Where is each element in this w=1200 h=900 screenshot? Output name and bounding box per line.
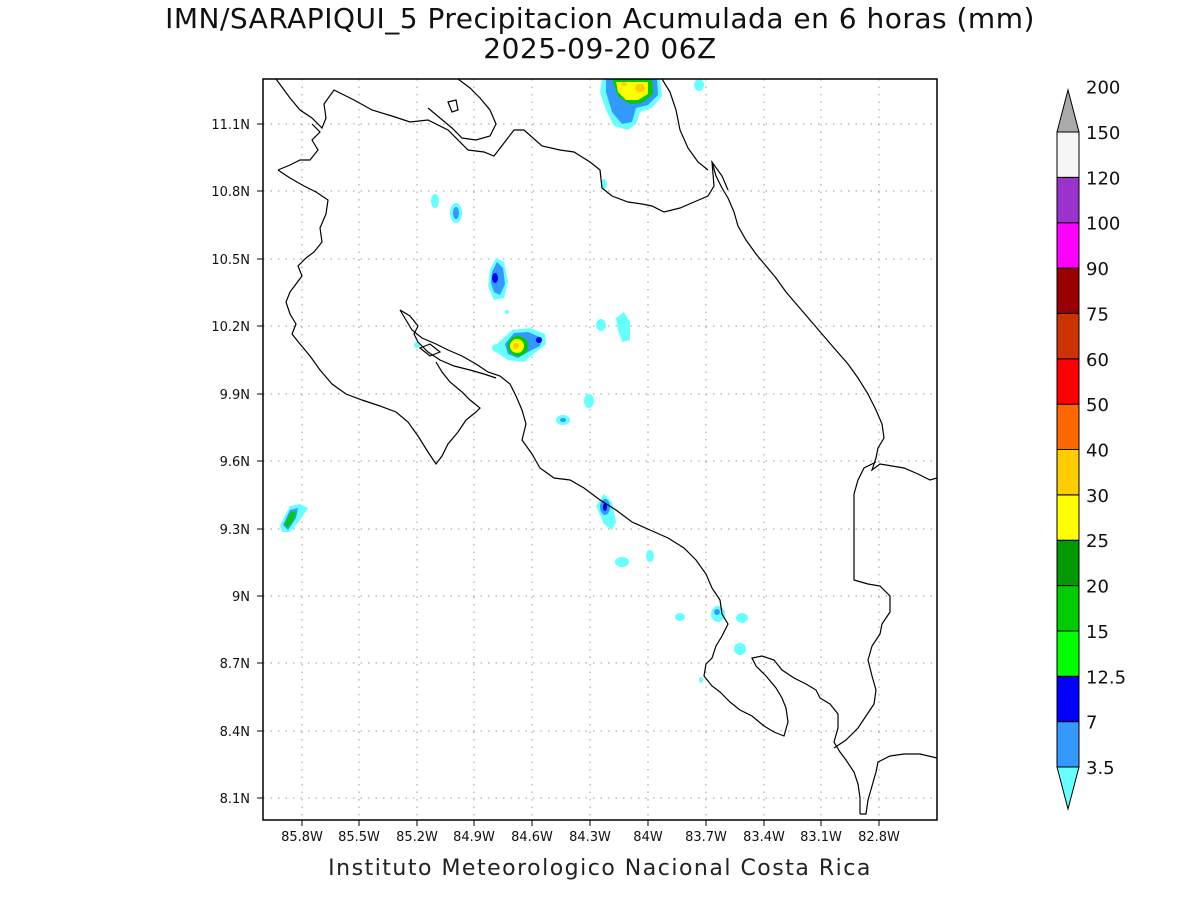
latitude-labels: 11.1N 10.8N 10.5N 10.2N 9.9N 9.6N 9.3N 9… [211,118,250,807]
map-frame [262,78,938,821]
colorbar-legend: 3.5 7 12.5 15 20 25 30 40 50 60 75 90 100 120 150 200 [1056,78,1126,811]
colorbar-swatch [1056,585,1080,632]
lat-tick-label: 9.6N [220,455,250,470]
lon-tick-label: 84.6W [511,830,553,845]
colorbar-swatch [1056,630,1080,677]
precipitation-cells [280,79,748,683]
colorbar-label: 50 [1086,395,1109,416]
footer-credit: Instituto Meteorologico Nacional Costa R… [328,856,872,881]
colorbar-swatch [1056,358,1080,405]
colorbar-label: 25 [1086,531,1109,552]
colorbar-label: 60 [1086,350,1109,371]
lon-tick-label: 82.8W [858,830,900,845]
longitude-labels: 85.8W 85.5W 85.2W 84.9W 84.6W 84.3W 84W … [281,830,900,845]
colorbar-swatch [1056,222,1080,269]
lat-tick-label: 9.9N [220,388,250,403]
lat-tick-label: 11.1N [211,118,250,133]
colorbar-swatch [1056,675,1080,723]
colorbar-swatch [1056,403,1080,450]
tick-marks [257,123,880,826]
lon-tick-label: 83.7W [685,830,727,845]
coastlines [275,79,937,815]
colorbar-label: 40 [1086,441,1109,462]
lon-tick-label: 84.3W [569,830,611,845]
lat-tick-label: 8.7N [220,657,250,672]
colorbar-swatch [1056,449,1080,496]
colorbar-label: 200 [1086,78,1120,99]
map-datetime: 2025-09-20 06Z [483,32,717,65]
colorbar-label: 150 [1086,123,1120,144]
lat-tick-label: 9.3N [220,523,250,538]
lat-tick-label: 10.8N [211,185,250,200]
lat-tick-label: 9N [232,590,250,605]
colorbar-label: 7 [1086,713,1097,734]
lon-tick-label: 83.4W [743,830,785,845]
colorbar-swatch [1056,539,1080,587]
colorbar-label: 100 [1086,214,1120,235]
colorbar-label: 15 [1086,622,1109,643]
colorbar-label: 30 [1086,486,1109,507]
lat-tick-label: 10.5N [211,253,250,268]
lon-tick-label: 85.5W [338,830,380,845]
colorbar-label: 120 [1086,168,1120,189]
colorbar-swatch [1056,494,1080,541]
lon-tick-label: 83.1W [800,830,842,845]
lon-tick-label: 84.9W [453,830,495,845]
colorbar-label: 75 [1086,304,1109,325]
lat-tick-label: 10.2N [211,320,250,335]
lat-tick-label: 8.1N [220,792,250,807]
lon-tick-label: 84W [633,830,663,845]
grid [263,79,937,820]
colorbar-bottom-arrow [1056,766,1080,811]
colorbar-swatch [1056,312,1080,360]
lat-tick-label: 8.4N [220,725,250,740]
lon-tick-label: 85.2W [396,830,438,845]
colorbar-label: 90 [1086,259,1109,280]
map-title: IMN/SARAPIQUI_5 Precipitacion Acumulada … [165,2,1035,35]
colorbar-label: 20 [1086,577,1109,598]
colorbar-swatch [1056,267,1080,314]
colorbar-swatch [1056,131,1080,178]
colorbar-swatch [1056,176,1080,224]
colorbar-top-arrow [1056,88,1080,133]
lon-tick-label: 85.8W [281,830,323,845]
colorbar-label: 3.5 [1086,758,1115,779]
colorbar-label: 12.5 [1086,667,1126,688]
colorbar-swatch [1056,721,1080,768]
